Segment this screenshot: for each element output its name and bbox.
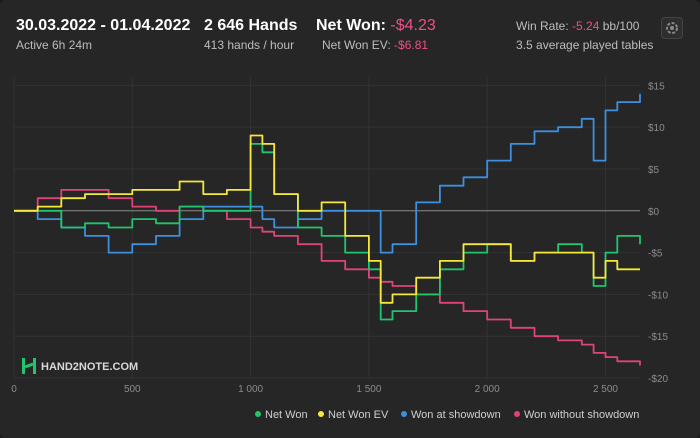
- series-won-without-showdown: [14, 189, 641, 366]
- x-tick-label: 1 000: [238, 384, 263, 395]
- x-tick-label: 1 500: [356, 384, 381, 395]
- legend-marker: [318, 411, 324, 417]
- settings-button[interactable]: [661, 17, 683, 39]
- y-axis-ticks: $15 $10 $5 $0 -$5 -$10 -$15 -$20: [648, 81, 668, 385]
- legend-label: Won without showdown: [524, 409, 639, 421]
- net-won-ev-stat: Net Won EV: -$6.81: [322, 38, 428, 52]
- chart-series: [14, 93, 641, 366]
- y-tick-label: -$5: [648, 249, 663, 260]
- win-rate-stat: Win Rate: -5.24 bb/100: [516, 19, 639, 33]
- legend-item[interactable]: Won at showdown: [401, 409, 501, 421]
- legend-item[interactable]: Net Won EV: [318, 409, 389, 421]
- legend-item[interactable]: Net Won: [255, 409, 308, 421]
- logo: HAND2NOTE.COM: [22, 358, 138, 374]
- legend-marker: [514, 411, 520, 417]
- gear-icon: [666, 22, 678, 34]
- net-won-ev-value: -$6.81: [394, 38, 429, 52]
- hands-per-hour: 413 hands / hour: [204, 38, 295, 52]
- legend-item[interactable]: Won without showdown: [514, 409, 639, 421]
- y-tick-label: $0: [648, 207, 660, 218]
- series-net-won: [14, 143, 641, 321]
- win-rate-label: Win Rate:: [516, 19, 569, 33]
- net-won-ev-label: Net Won EV:: [322, 38, 391, 52]
- x-tick-label: 2 000: [475, 384, 500, 395]
- net-won-stat: Net Won: -$4.23: [316, 17, 436, 35]
- avg-tables: 3.5 average played tables: [516, 38, 654, 52]
- y-tick-label: $15: [648, 81, 665, 92]
- x-tick-label: 2 500: [593, 384, 618, 395]
- x-axis-ticks: 0 500 1 000 1 500 2 000 2 500: [11, 384, 618, 395]
- y-tick-label: $5: [648, 165, 660, 176]
- legend-marker: [401, 411, 407, 417]
- logo-text: HAND2NOTE.COM: [41, 361, 138, 373]
- y-tick-label: -$15: [648, 332, 668, 343]
- legend-label: Net Won EV: [328, 409, 389, 421]
- legend-marker: [255, 411, 261, 417]
- active-time: Active 6h 24m: [16, 38, 93, 52]
- date-range: 30.03.2022 - 01.04.2022: [16, 17, 191, 34]
- series-won-at-showdown: [14, 93, 641, 254]
- hands-count: 2 646 Hands: [204, 17, 298, 34]
- legend-label: Net Won: [265, 409, 308, 421]
- win-rate-unit: bb/100: [602, 19, 640, 33]
- chart-legend: Net Won Net Won EV Won at showdown Won with…: [255, 409, 639, 421]
- y-tick-label: -$20: [648, 374, 668, 385]
- h2n-logo-icon: [22, 358, 36, 374]
- y-tick-label: -$10: [648, 290, 668, 301]
- net-won-value: -$4.23: [390, 17, 436, 34]
- win-rate-value: -5.24: [572, 19, 600, 33]
- net-won-label: Net Won:: [316, 17, 386, 34]
- x-tick-label: 0: [11, 384, 17, 395]
- x-tick-label: 500: [124, 384, 141, 395]
- y-tick-label: $10: [648, 123, 665, 134]
- legend-label: Won at showdown: [411, 409, 501, 421]
- series-net-won-ev: [14, 134, 640, 304]
